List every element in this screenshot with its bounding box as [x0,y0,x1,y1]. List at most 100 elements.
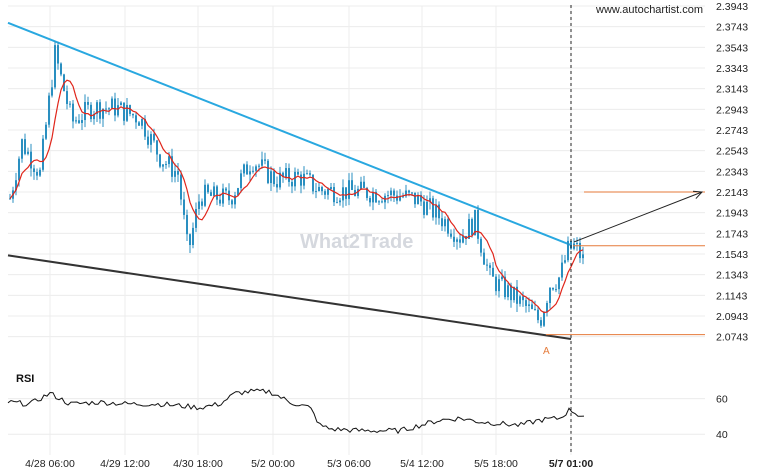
candle-body [57,45,59,64]
candle-body [282,172,284,177]
candle-body [444,219,446,227]
candle-body [567,240,569,261]
candle-body [225,188,227,191]
candle-body [360,181,362,189]
candle-body [405,190,407,197]
candle-body [321,186,323,192]
candle-body [459,239,461,243]
candle-body [381,201,383,203]
candle-body [90,104,92,120]
candle-body [492,267,494,277]
candle-body [345,187,347,199]
candle-body [471,219,473,236]
candle-body [330,187,332,189]
candle-body [372,191,374,203]
candle-body [498,279,500,292]
candle-body [48,95,50,125]
candle-body [555,289,557,291]
y-tick-label: 2.2943 [716,104,748,116]
candle-body [126,105,128,121]
y-tick-label: 2.1743 [716,228,748,240]
candle-body [213,186,215,196]
candle-body [15,180,17,191]
candle-body [195,209,197,228]
candle-body [30,151,32,169]
candle-body [237,188,239,196]
candle-body [378,201,380,203]
candle-body [285,168,287,177]
candle-body [45,124,47,139]
candle-body [516,286,518,304]
candle-body [453,236,455,242]
candle-body [180,174,182,200]
candle-body [474,209,476,236]
candle-body [78,120,80,123]
candle-body [528,304,530,306]
candle-body [456,239,458,242]
candle-body [426,201,428,215]
candle-body [231,200,233,205]
candle-body [327,188,329,195]
candle-body [396,195,398,201]
candle-body [477,209,479,239]
candle-body [582,254,584,259]
candle-body [93,114,95,120]
site-label: www.autochartist.com [595,4,703,16]
candle-body [198,201,200,210]
candle-body [234,195,236,205]
candle-body [33,168,35,172]
candle-body [432,198,434,218]
candle-body [276,184,278,188]
candle-body [465,235,467,239]
candle-body [420,194,422,202]
x-tick-label: 5/7 01:00 [549,458,594,470]
candle-body [141,119,143,126]
candle-body [267,160,269,184]
y-tick-label: 2.0943 [716,311,748,323]
upper-trendline [7,21,572,246]
candle-body [438,204,440,219]
x-tick-label: 4/30 18:00 [173,458,223,470]
candle-body [300,174,302,186]
candle-body [441,218,443,227]
candle-body [531,304,533,309]
candle-body [159,154,161,167]
candle-body [24,139,26,154]
candle-body [462,235,464,243]
candle-body [51,87,53,96]
candle-body [510,285,512,301]
candle-body [156,140,158,155]
candle-body [543,312,545,326]
candle-body [558,277,560,290]
x-tick-label: 5/4 12:00 [400,458,444,470]
candle-body [222,188,224,204]
candle-body [435,204,437,218]
candle-body [18,158,20,181]
candle-body [537,309,539,321]
candle-body [399,196,401,201]
candle-body [147,136,149,145]
candle-body [150,134,152,145]
candle-body [201,201,203,206]
candle-body [210,192,212,196]
x-tick-label: 5/3 06:00 [327,458,371,470]
y-axis-labels: 2.3943 2.3743 2.3543 2.3343 2.3143 2.2943 2.27… [716,1,748,344]
candle-body [249,171,251,175]
candle-body [288,168,290,182]
candle-body [540,320,542,326]
candle-body [219,199,221,204]
candle-body [75,120,77,122]
candle-body [216,186,218,200]
candle-body [357,188,359,197]
candle-body [312,174,314,192]
candle-body [189,234,191,245]
rsi-label: RSI [16,373,34,385]
rsi-axis-labels: 60 40 [716,394,728,442]
candle-body [351,180,353,190]
candle-body [9,198,11,200]
candle-body [501,276,503,280]
candle-body [102,108,104,119]
y-tick-label: 2.1143 [716,290,747,302]
candle-body [123,102,125,121]
